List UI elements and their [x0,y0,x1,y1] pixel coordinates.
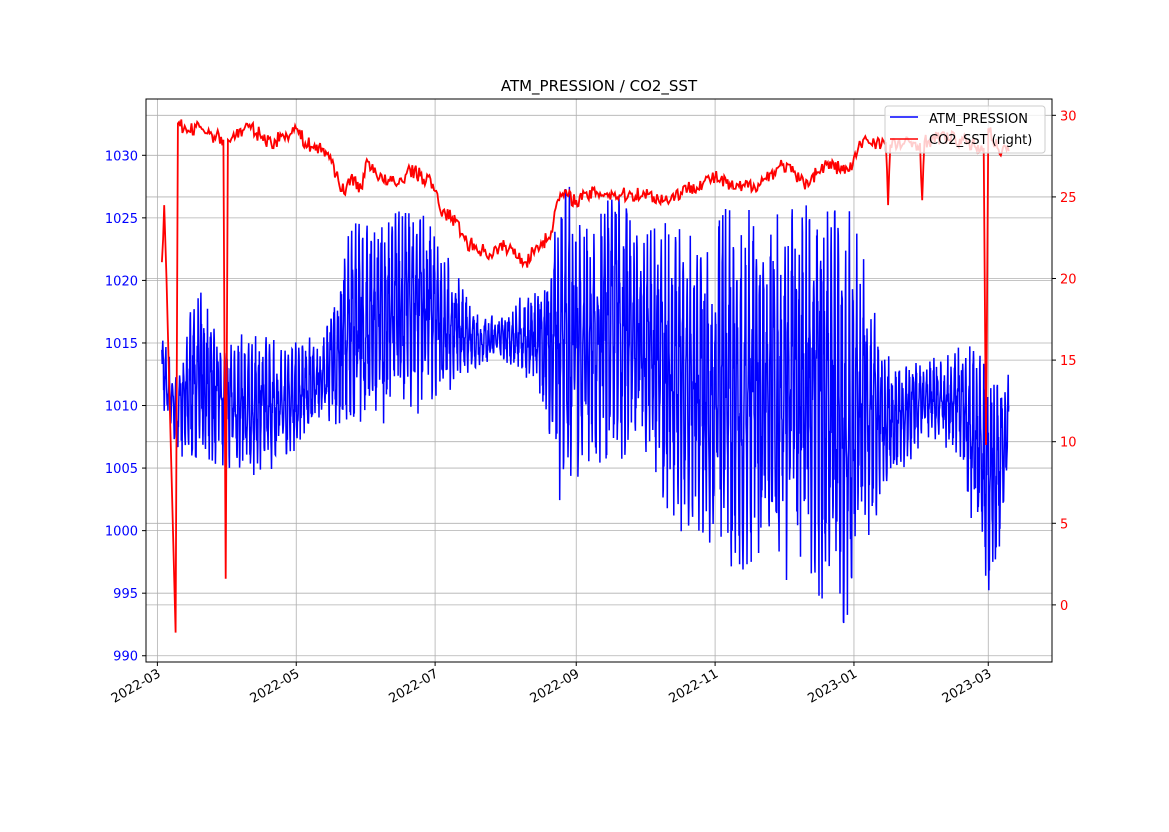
y-tick-label-left: 1025 [105,212,138,227]
y-tick-label-right: 25 [1060,191,1077,206]
legend-box [884,105,1046,154]
y-tick-label-right: 30 [1060,109,1077,124]
x-tick-label: 2022-09 [528,666,583,706]
series-atm-pression-line [161,186,1010,624]
y-tick-label-right: 20 [1060,273,1077,288]
x-tick-label: 2022-11 [667,666,722,706]
y-tick-label-left: 990 [113,650,138,665]
y-tick-label-right: 15 [1060,354,1077,369]
y-tick-label-right: 5 [1060,517,1068,532]
y-tick-label-left: 995 [113,587,138,602]
chart-title: ATM_PRESSION / CO2_SST [501,77,698,96]
y-tick-label-right: 0 [1060,599,1068,614]
series-co2-sst-line [161,119,1010,633]
y-tick-label-left: 1015 [105,337,138,352]
y-tick-label-left: 1020 [105,274,138,289]
x-tick-label: 2022-03 [109,666,164,706]
x-tick-label: 2023-03 [940,666,995,706]
x-tick-label: 2022-05 [248,666,303,706]
legend: ATM_PRESSION CO2_SST (right) [884,105,1046,154]
x-tick-label: 2022-07 [387,666,442,706]
legend-label-co2: CO2_SST (right) [929,133,1032,148]
legend-label-atm: ATM_PRESSION [929,112,1028,127]
y-tick-label-right: 10 [1060,436,1077,451]
x-tick-label: 2023-01 [805,666,860,706]
plot-frame [145,98,1053,663]
y-tick-label-left: 1010 [105,400,138,415]
y-tick-label-left: 1005 [105,462,138,477]
y-tick-label-left: 1000 [105,525,138,540]
y-tick-label-left: 1030 [105,149,138,164]
